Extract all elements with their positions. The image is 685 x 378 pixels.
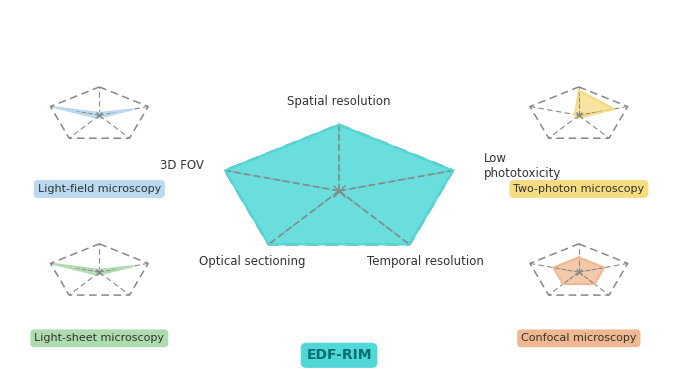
Text: Confocal microscopy: Confocal microscopy (521, 333, 636, 343)
Text: Low
phototoxicity: Low phototoxicity (484, 152, 561, 180)
Polygon shape (54, 107, 133, 118)
Polygon shape (225, 125, 453, 245)
Text: Temporal resolution: Temporal resolution (367, 255, 484, 268)
Text: 3D FOV: 3D FOV (160, 159, 203, 172)
Polygon shape (575, 90, 614, 117)
Text: Optical sectioning: Optical sectioning (199, 255, 306, 268)
Text: Spatial resolution: Spatial resolution (287, 94, 391, 108)
Text: Two-photon microscopy: Two-photon microscopy (513, 184, 645, 194)
Polygon shape (553, 257, 604, 284)
Polygon shape (54, 264, 133, 274)
Text: Light-sheet microscopy: Light-sheet microscopy (34, 333, 164, 343)
Text: EDF-RIM: EDF-RIM (306, 348, 372, 363)
Text: Light-field microscopy: Light-field microscopy (38, 184, 161, 194)
